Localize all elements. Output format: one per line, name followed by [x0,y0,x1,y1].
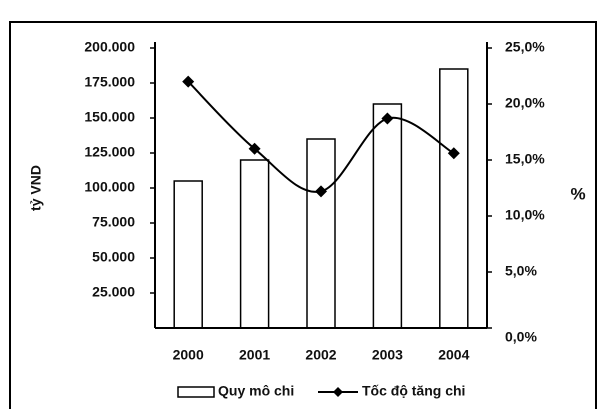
y2-tick-label: 0,0% [505,329,537,345]
y-tick-label: 200.000 [84,39,135,55]
legend-label: Tốc độ tăng chi [362,383,465,399]
y2-tick-label: 10,0% [505,207,545,223]
y-tick-label: 125.000 [84,144,135,160]
y2-tick-label: 20,0% [505,95,545,111]
y-tick-label: 50.000 [92,249,135,265]
legend-marker [333,387,343,397]
line-marker [315,185,327,198]
x-tick-label: 2003 [372,347,403,363]
y-tick-label: 75.000 [92,214,135,230]
y-tick-label: 175.000 [84,74,135,90]
x-tick-label: 2002 [305,347,336,363]
x-tick-label: 2001 [239,347,270,363]
legend-swatch [177,386,215,398]
x-tick-label: 2000 [173,347,204,363]
bar [372,103,403,329]
line-marker [248,142,261,155]
y-tick-label: 25.000 [92,284,135,300]
x-tick-label: 2004 [438,347,469,363]
chart-frame [9,21,597,409]
bar [439,68,469,329]
y2-axis-label: % [570,184,585,203]
y2-tick-label: 15,0% [505,151,545,167]
y2-tick-label: 25,0% [505,39,545,55]
bar [306,138,336,329]
y-tick-label: 150.000 [84,109,135,125]
bar [239,159,270,329]
y-axis-label: tỷ VND [28,165,44,211]
y-tick-label: 100.000 [84,179,135,195]
bar [173,180,203,329]
legend-label: Quy mô chi [218,383,294,399]
line-marker [447,147,460,160]
line-marker [381,112,394,125]
y2-tick-label: 5,0% [505,263,537,279]
line-marker [182,75,195,88]
